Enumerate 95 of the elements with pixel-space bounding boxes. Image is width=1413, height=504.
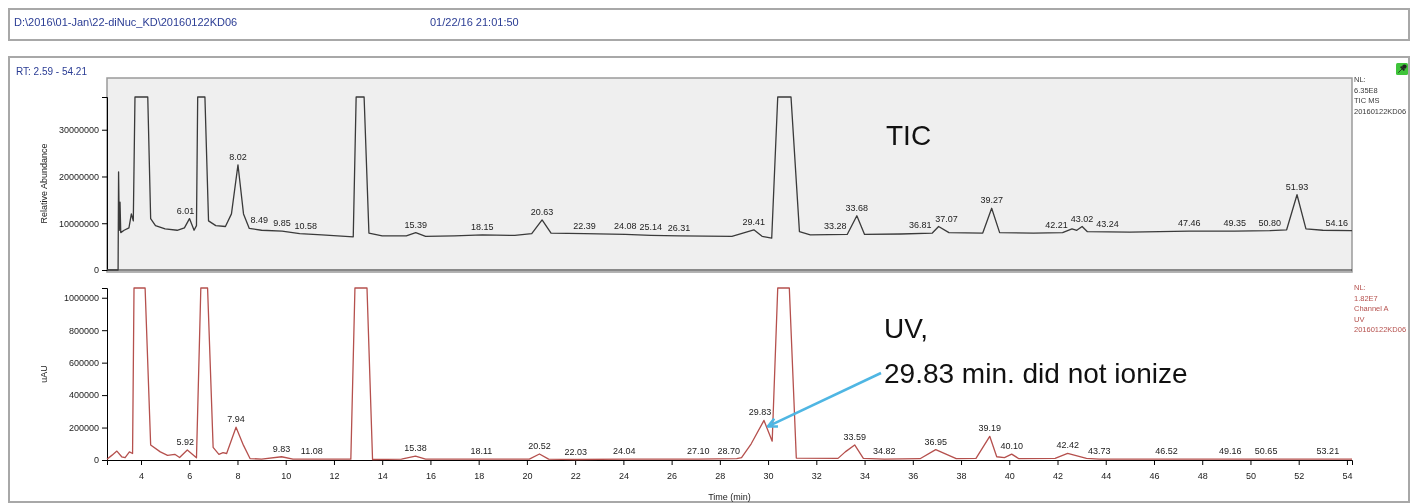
annotation: 9.83 — [272, 443, 291, 454]
annotation: 7.94 — [227, 414, 245, 425]
chart-subtitle: 01/22/16 21:01:50 — [430, 16, 519, 28]
y-tick-label: 600000 — [68, 358, 99, 369]
annotation: 39.19 — [978, 423, 1001, 434]
x-tick-label: 24 — [618, 471, 629, 482]
x-tick-label: 26 — [667, 471, 678, 482]
annotation: 29.83 min. did not ionize — [884, 358, 1188, 389]
x-tick-label: 28 — [715, 471, 726, 482]
annotation: 49.16 — [1218, 446, 1242, 457]
x-tick-label: 20 — [522, 471, 533, 482]
annotation: 43.02 — [1070, 213, 1094, 224]
annotation: 15.38 — [404, 443, 427, 454]
x-tick-label: 6 — [187, 471, 193, 482]
x-tick-label: 16 — [425, 471, 436, 482]
annotation: 20.52 — [528, 441, 551, 451]
annotation: 18.11 — [470, 446, 493, 457]
annotation: 51.93 — [1285, 181, 1309, 192]
annotation: 53.21 — [1316, 446, 1340, 457]
annotation: 40.10 — [1000, 441, 1023, 452]
y-tick-label: 30000000 — [58, 125, 99, 136]
x-tick-label: 52 — [1294, 471, 1305, 482]
annotation: 20.63 — [530, 206, 554, 217]
annotation: 47.46 — [1177, 218, 1201, 229]
annotation: 46.52 — [1155, 446, 1178, 457]
annotation: 15.39 — [404, 219, 427, 230]
annotation: 27.10 — [686, 446, 710, 457]
x-tick-label: 42 — [1053, 471, 1064, 482]
annotation: 18.15 — [471, 221, 494, 232]
x-tick-label: 48 — [1197, 471, 1208, 482]
x-tick-label: 14 — [377, 471, 388, 482]
annotation: 22.03 — [564, 446, 588, 457]
x-tick-label: 36 — [908, 471, 919, 482]
annotation: 39.27 — [980, 195, 1003, 206]
y-axis-title: Relative Abundance — [39, 143, 49, 224]
annotation: 29.83 — [748, 407, 772, 418]
x-tick-label: 44 — [1101, 471, 1112, 482]
annotation: 10.58 — [294, 220, 317, 231]
y-tick-label: 200000 — [68, 422, 99, 433]
y-tick-label: 10000000 — [58, 218, 99, 229]
annotation: 28.70 — [717, 445, 740, 456]
annotation: 8.49 — [250, 215, 269, 226]
annotation: 9.85 — [273, 218, 291, 229]
annotation: 36.81 — [909, 220, 932, 231]
annotation: 42.42 — [1056, 440, 1079, 451]
x-tick-label: 34 — [860, 471, 871, 482]
annotation: 22.39 — [573, 220, 596, 231]
annotation: 29.41 — [742, 216, 766, 227]
annotation: 37.07 — [935, 213, 958, 224]
y-axis-title: uAU — [39, 365, 49, 383]
annotation: 50.65 — [1254, 446, 1278, 457]
annotation: 6.01 — [176, 205, 195, 216]
annotation: TIC — [886, 120, 932, 151]
x-tick-label: 12 — [329, 471, 340, 482]
annotation: 24.04 — [613, 446, 636, 457]
annotation: 11.08 — [300, 446, 323, 457]
annotation: 36.95 — [924, 436, 947, 447]
y-tick-label: 0 — [93, 455, 99, 466]
x-tick-label: 8 — [235, 471, 241, 482]
annotation: 43.24 — [1096, 218, 1119, 229]
annotation: 25.14 — [639, 222, 663, 233]
annotation: 5.92 — [176, 436, 195, 447]
x-tick-label: 50 — [1245, 471, 1256, 482]
annotation: 54.16 — [1325, 217, 1349, 228]
y-tick-label: 0 — [93, 265, 99, 276]
y-tick-label: 800000 — [68, 325, 99, 336]
annotation: 33.28 — [823, 221, 847, 232]
x-tick-label: 4 — [139, 471, 145, 482]
annotation: 34.82 — [873, 446, 896, 457]
x-tick-label: 32 — [811, 471, 822, 482]
y-tick-label: 1000000 — [63, 293, 99, 304]
x-tick-label: 30 — [763, 471, 774, 482]
x-tick-label: 18 — [474, 471, 485, 482]
annotation: 43.73 — [1087, 446, 1111, 457]
annotation: 8.02 — [229, 151, 247, 162]
annotation: UV, — [884, 313, 929, 344]
x-tick-label: 46 — [1149, 471, 1160, 482]
x-tick-label: 10 — [281, 471, 292, 482]
annotation: 26.31 — [667, 222, 691, 233]
line-series — [106, 287, 1353, 461]
text: RT: 2.59 - 54.21 — [16, 66, 88, 77]
x-tick-label: 22 — [570, 471, 581, 482]
y-tick-label: 400000 — [68, 390, 99, 401]
annotation: 33.68 — [845, 202, 869, 213]
annotation: 42.21 — [1045, 219, 1068, 230]
y-tick-label: 20000000 — [58, 171, 99, 182]
annotation: 24.08 — [614, 221, 637, 232]
x-axis-title: Time (min) — [708, 492, 751, 502]
annotation: 49.35 — [1223, 218, 1247, 229]
x-tick-label: 54 — [1342, 471, 1353, 482]
annotation: 33.59 — [843, 431, 866, 442]
annotation: 50.80 — [1258, 217, 1282, 228]
chart-title: D:\2016\01-Jan\22-diNuc_KD\20160122KD06 — [14, 16, 238, 28]
x-tick-label: 38 — [956, 471, 967, 482]
x-tick-label: 40 — [1004, 471, 1015, 482]
